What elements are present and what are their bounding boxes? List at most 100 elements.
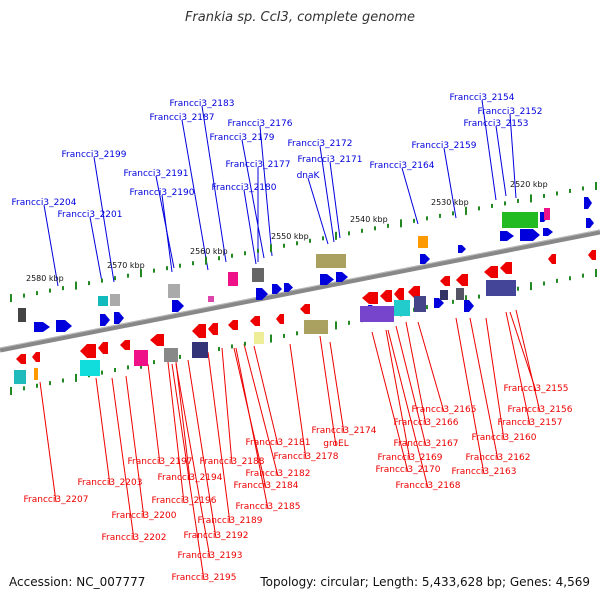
feature-box (208, 296, 214, 302)
tick-mark (49, 381, 51, 386)
tick-mark (270, 244, 272, 253)
leader-line (175, 361, 191, 481)
leader-line (485, 317, 505, 441)
feature-box (304, 320, 328, 334)
leader-line (455, 317, 485, 475)
tick-mark (127, 365, 129, 370)
tick-mark (192, 261, 194, 266)
tick-mark (426, 305, 428, 310)
tick-mark (101, 370, 103, 375)
forward-gene-arrow (284, 283, 293, 292)
leader-line (505, 311, 531, 426)
scale-tick-label: 2520 kbp (510, 180, 548, 189)
tick-mark (283, 333, 285, 338)
leader-line (167, 361, 185, 504)
tick-mark (543, 193, 545, 198)
forward-gene-arrow (336, 272, 348, 282)
leader-line (175, 363, 211, 559)
feature-box (192, 342, 208, 358)
forward-gene-arrow (56, 320, 72, 332)
gene-label: Francci3_2188 (200, 457, 265, 467)
leader-line (395, 325, 427, 447)
gene-label: Francci3_2164 (370, 161, 435, 171)
reverse-gene-arrow (98, 342, 108, 354)
tick-mark (335, 321, 337, 330)
gene-label: Francci3_2200 (112, 511, 177, 521)
gene-label: Francci3_2177 (226, 160, 291, 170)
reverse-gene-arrow (250, 316, 260, 326)
gene-label: Francci3_2176 (228, 119, 293, 129)
tick-mark (569, 276, 571, 281)
gene-label: Francci3_2204 (12, 198, 77, 208)
forward-gene-arrow (114, 312, 124, 324)
feature-box (360, 306, 394, 322)
forward-gene-arrow (172, 300, 184, 312)
scale-ticks: 2580 kbp 2570 kbp 2560 kbp 2550 kbp 2540 kbp… (10, 180, 597, 395)
feature-box (80, 360, 100, 376)
gene-label: Francci3_2154 (450, 93, 515, 103)
gene-labels: Francci3_2154 Francci3_2152 Francci3_2153 F… (12, 93, 573, 583)
tick-mark (62, 378, 64, 383)
gene-label: Francci3_2166 (394, 418, 459, 428)
reverse-gene-arrow (80, 344, 96, 358)
gene-label: Francci3_2192 (184, 531, 249, 541)
reverse-gene-arrow (548, 254, 556, 264)
forward-gene-arrow (500, 231, 514, 241)
tick-mark (556, 191, 558, 196)
leader-line (235, 347, 269, 510)
leader-line (89, 216, 103, 283)
feature-box (14, 370, 26, 384)
gene-label: Francci3_2162 (466, 453, 531, 463)
backbone-line (0, 229, 600, 353)
feature-box (414, 296, 426, 312)
forward-gene-arrow (584, 197, 592, 209)
tick-mark (153, 268, 155, 273)
feature-box (18, 308, 26, 322)
leader-line (39, 381, 57, 503)
forward-gene-arrow (320, 274, 334, 285)
leader-line (385, 329, 411, 461)
gene-label: Francci3_2196 (152, 496, 217, 506)
gene-label: Francci3_2190 (130, 188, 195, 198)
tick-mark (491, 203, 493, 208)
tick-mark (478, 206, 480, 211)
feature-box (254, 332, 264, 344)
tick-mark (75, 281, 77, 290)
tick-mark (452, 299, 454, 304)
tick-mark (439, 213, 441, 218)
tick-mark (10, 386, 12, 395)
tick-mark (374, 226, 376, 231)
gene-label: Francci3_2195 (172, 573, 237, 583)
gene-label: Francci3_2199 (62, 150, 127, 160)
leader-line (401, 167, 419, 225)
genome-backbone (0, 229, 600, 353)
genome-title: Frankia sp. CcI3, complete genome (184, 10, 416, 25)
leader-line (319, 335, 337, 447)
tick-mark (218, 347, 220, 352)
reverse-gene-arrow (208, 323, 218, 335)
tick-mark (23, 386, 25, 391)
tick-mark (530, 194, 532, 203)
tick-mark (153, 360, 155, 365)
tick-mark (595, 269, 597, 278)
tick-mark (309, 238, 311, 243)
leader-line (187, 359, 217, 539)
tick-mark (62, 286, 64, 291)
leader-line (443, 147, 457, 219)
tick-mark (218, 256, 220, 261)
forward-gene-arrow (420, 254, 430, 264)
leader-line (387, 329, 429, 489)
backbone-highlight (0, 229, 600, 349)
feature-box (486, 280, 516, 296)
reverse-gene-arrow (500, 262, 512, 274)
gene-label: Francci3_2184 (234, 481, 299, 491)
gene-label: Francci3_2187 (150, 113, 215, 123)
tick-mark (569, 188, 571, 193)
tick-mark (114, 276, 116, 281)
gene-label: Francci3_2182 (246, 469, 311, 479)
tick-mark (283, 243, 285, 248)
reverse-gene-arrow (440, 276, 450, 286)
tick-mark (36, 383, 38, 388)
feature-box (418, 236, 428, 248)
